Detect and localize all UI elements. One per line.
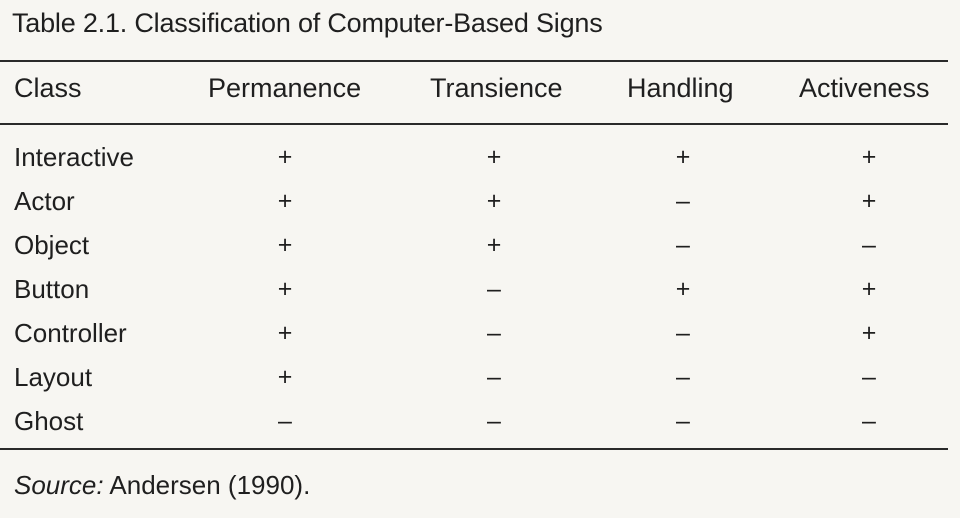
- activeness-value: +: [861, 319, 877, 347]
- transience-value: –: [487, 407, 501, 435]
- source-note: Source: Andersen (1990).: [14, 470, 310, 501]
- table-caption: Table 2.1. Classification of Computer-Ba…: [12, 8, 603, 38]
- handling-value: –: [676, 231, 690, 259]
- row-label: Actor: [14, 186, 75, 216]
- permanence-value: +: [277, 363, 293, 391]
- permanence-value: –: [278, 407, 292, 435]
- source-text: Andersen (1990).: [109, 470, 311, 500]
- transience-value: –: [487, 319, 501, 347]
- table-row-actor: Actor + + – +: [0, 186, 960, 222]
- source-label: Source:: [14, 470, 104, 500]
- transience-value: –: [487, 275, 501, 303]
- header-activeness: Activeness: [799, 73, 930, 103]
- handling-value: +: [675, 143, 691, 171]
- table-row-ghost: Ghost – – – –: [0, 406, 960, 442]
- transience-value: +: [486, 143, 502, 171]
- table-header-row: Class Permanence Transience Handling Act…: [0, 73, 960, 113]
- handling-value: –: [676, 319, 690, 347]
- table-row-layout: Layout + – – –: [0, 362, 960, 398]
- handling-value: –: [676, 187, 690, 215]
- row-label: Controller: [14, 318, 127, 348]
- top-rule: [0, 60, 948, 62]
- activeness-value: –: [862, 407, 876, 435]
- transience-value: +: [486, 231, 502, 259]
- row-label: Button: [14, 274, 90, 304]
- table-row-object: Object + + – –: [0, 230, 960, 266]
- row-label: Object: [14, 230, 90, 260]
- activeness-value: +: [861, 187, 877, 215]
- handling-value: –: [676, 363, 690, 391]
- header-class: Class: [14, 73, 82, 103]
- header-permanence: Permanence: [208, 73, 362, 103]
- header-rule: [0, 123, 948, 125]
- bottom-rule: [0, 448, 948, 450]
- transience-value: –: [487, 363, 501, 391]
- transience-value: +: [486, 187, 502, 215]
- handling-value: +: [675, 275, 691, 303]
- header-handling: Handling: [627, 73, 734, 103]
- row-label: Ghost: [14, 406, 84, 436]
- activeness-value: –: [862, 363, 876, 391]
- activeness-value: +: [861, 143, 877, 171]
- row-label: Layout: [14, 362, 93, 392]
- handling-value: –: [676, 407, 690, 435]
- table-row-button: Button + – + +: [0, 274, 960, 310]
- permanence-value: +: [277, 143, 293, 171]
- activeness-value: –: [862, 231, 876, 259]
- permanence-value: +: [277, 319, 293, 347]
- table-row-controller: Controller + – – +: [0, 318, 960, 354]
- activeness-value: +: [861, 275, 877, 303]
- permanence-value: +: [277, 275, 293, 303]
- table-row-interactive: Interactive + + + +: [0, 142, 960, 178]
- permanence-value: +: [277, 187, 293, 215]
- row-label: Interactive: [14, 142, 134, 172]
- permanence-value: +: [277, 231, 293, 259]
- header-transience: Transience: [430, 73, 563, 103]
